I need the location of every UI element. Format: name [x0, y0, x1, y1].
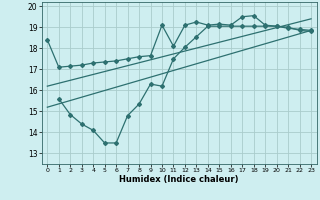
X-axis label: Humidex (Indice chaleur): Humidex (Indice chaleur): [119, 175, 239, 184]
